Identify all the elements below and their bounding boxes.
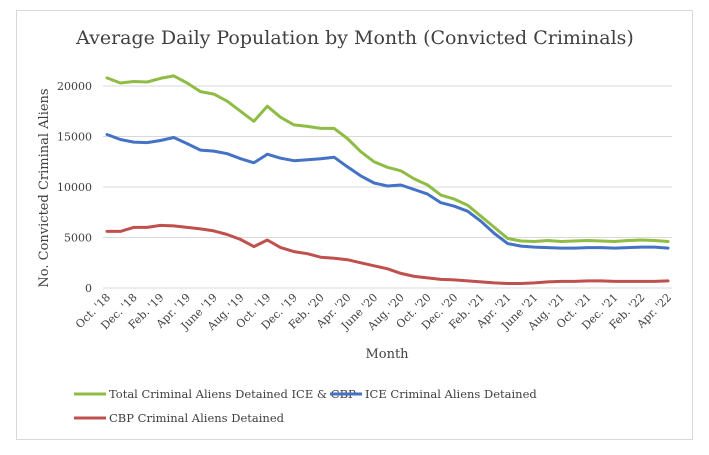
y-tick-label: 0 xyxy=(85,282,92,295)
legend-item: Total Criminal Aliens Detained ICE & CBP xyxy=(74,387,356,401)
y-tick-label: 15000 xyxy=(57,131,92,144)
y-axis-ticks: 0 5000 10000 15000 20000 xyxy=(57,80,92,295)
series-line-0 xyxy=(105,74,670,243)
x-axis-title: Month xyxy=(365,347,409,362)
series-lines xyxy=(105,74,670,285)
legend: Total Criminal Aliens Detained ICE & CBP… xyxy=(74,387,537,425)
y-tick-label: 20000 xyxy=(57,80,92,93)
legend-item: ICE Criminal Aliens Detained xyxy=(330,387,537,401)
legend-label: CBP Criminal Aliens Detained xyxy=(109,411,285,425)
series-line-1 xyxy=(105,133,670,250)
legend-item: CBP Criminal Aliens Detained xyxy=(74,411,285,425)
y-tick-label: 5000 xyxy=(64,232,92,245)
legend-label: Total Criminal Aliens Detained ICE & CBP xyxy=(109,387,356,401)
chart-title: Average Daily Population by Month (Convi… xyxy=(75,27,634,49)
y-axis-title: No. Convicted Criminal Aliens xyxy=(37,88,52,287)
gridlines xyxy=(103,85,672,289)
legend-label: ICE Criminal Aliens Detained xyxy=(365,387,537,401)
y-tick-label: 10000 xyxy=(57,181,92,194)
series-line-2 xyxy=(105,223,670,285)
